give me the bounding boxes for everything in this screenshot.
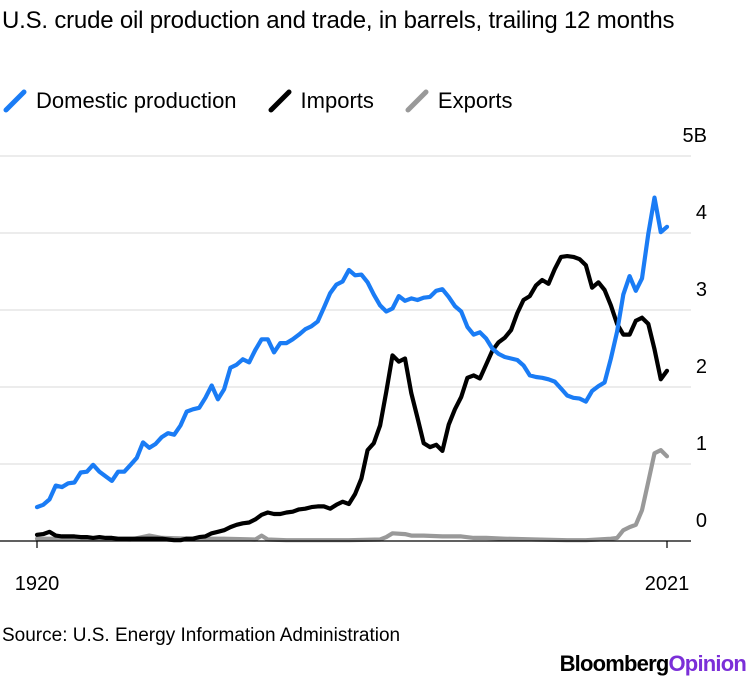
y-tick-label-0: 0 (696, 510, 707, 532)
legend-item-exports: Exports (404, 88, 513, 114)
legend-item-imports: Imports (267, 88, 374, 114)
y-tick-label-1: 1 (696, 433, 707, 455)
legend-label-production: Domestic production (36, 88, 237, 113)
chart-title: U.S. crude oil production and trade, in … (2, 7, 675, 34)
legend-label-imports: Imports (300, 88, 374, 113)
gridlines (0, 155, 691, 465)
y-tick-label-4: 4 (696, 202, 707, 224)
legend-swatch-exports (404, 88, 430, 114)
legend-swatch-imports (267, 88, 293, 114)
axes: 0 1 2 3 4 5B 1920 2021 (0, 125, 707, 595)
legend-label-exports: Exports (437, 88, 513, 113)
y-tick-label-5: 5B (683, 125, 707, 147)
x-tick-label-2021: 2021 (645, 573, 690, 595)
series-lines (34, 195, 670, 543)
legend-swatch-production (2, 88, 28, 114)
series-line-domestic-production (34, 195, 670, 510)
source-note: Source: U.S. Energy Information Administ… (2, 625, 401, 646)
brand-main: Bloomberg (559, 651, 670, 676)
series-line-imports (34, 254, 670, 543)
x-tick-label-1920: 1920 (15, 573, 60, 595)
y-tick-label-2: 2 (696, 356, 707, 378)
brand-logo: BloombergOpinion (559, 651, 747, 677)
legend: Domestic production Imports Exports (2, 86, 543, 116)
legend-item-production: Domestic production (2, 88, 237, 114)
brand-accent: Opinion (668, 651, 747, 676)
y-tick-label-3: 3 (696, 279, 707, 301)
